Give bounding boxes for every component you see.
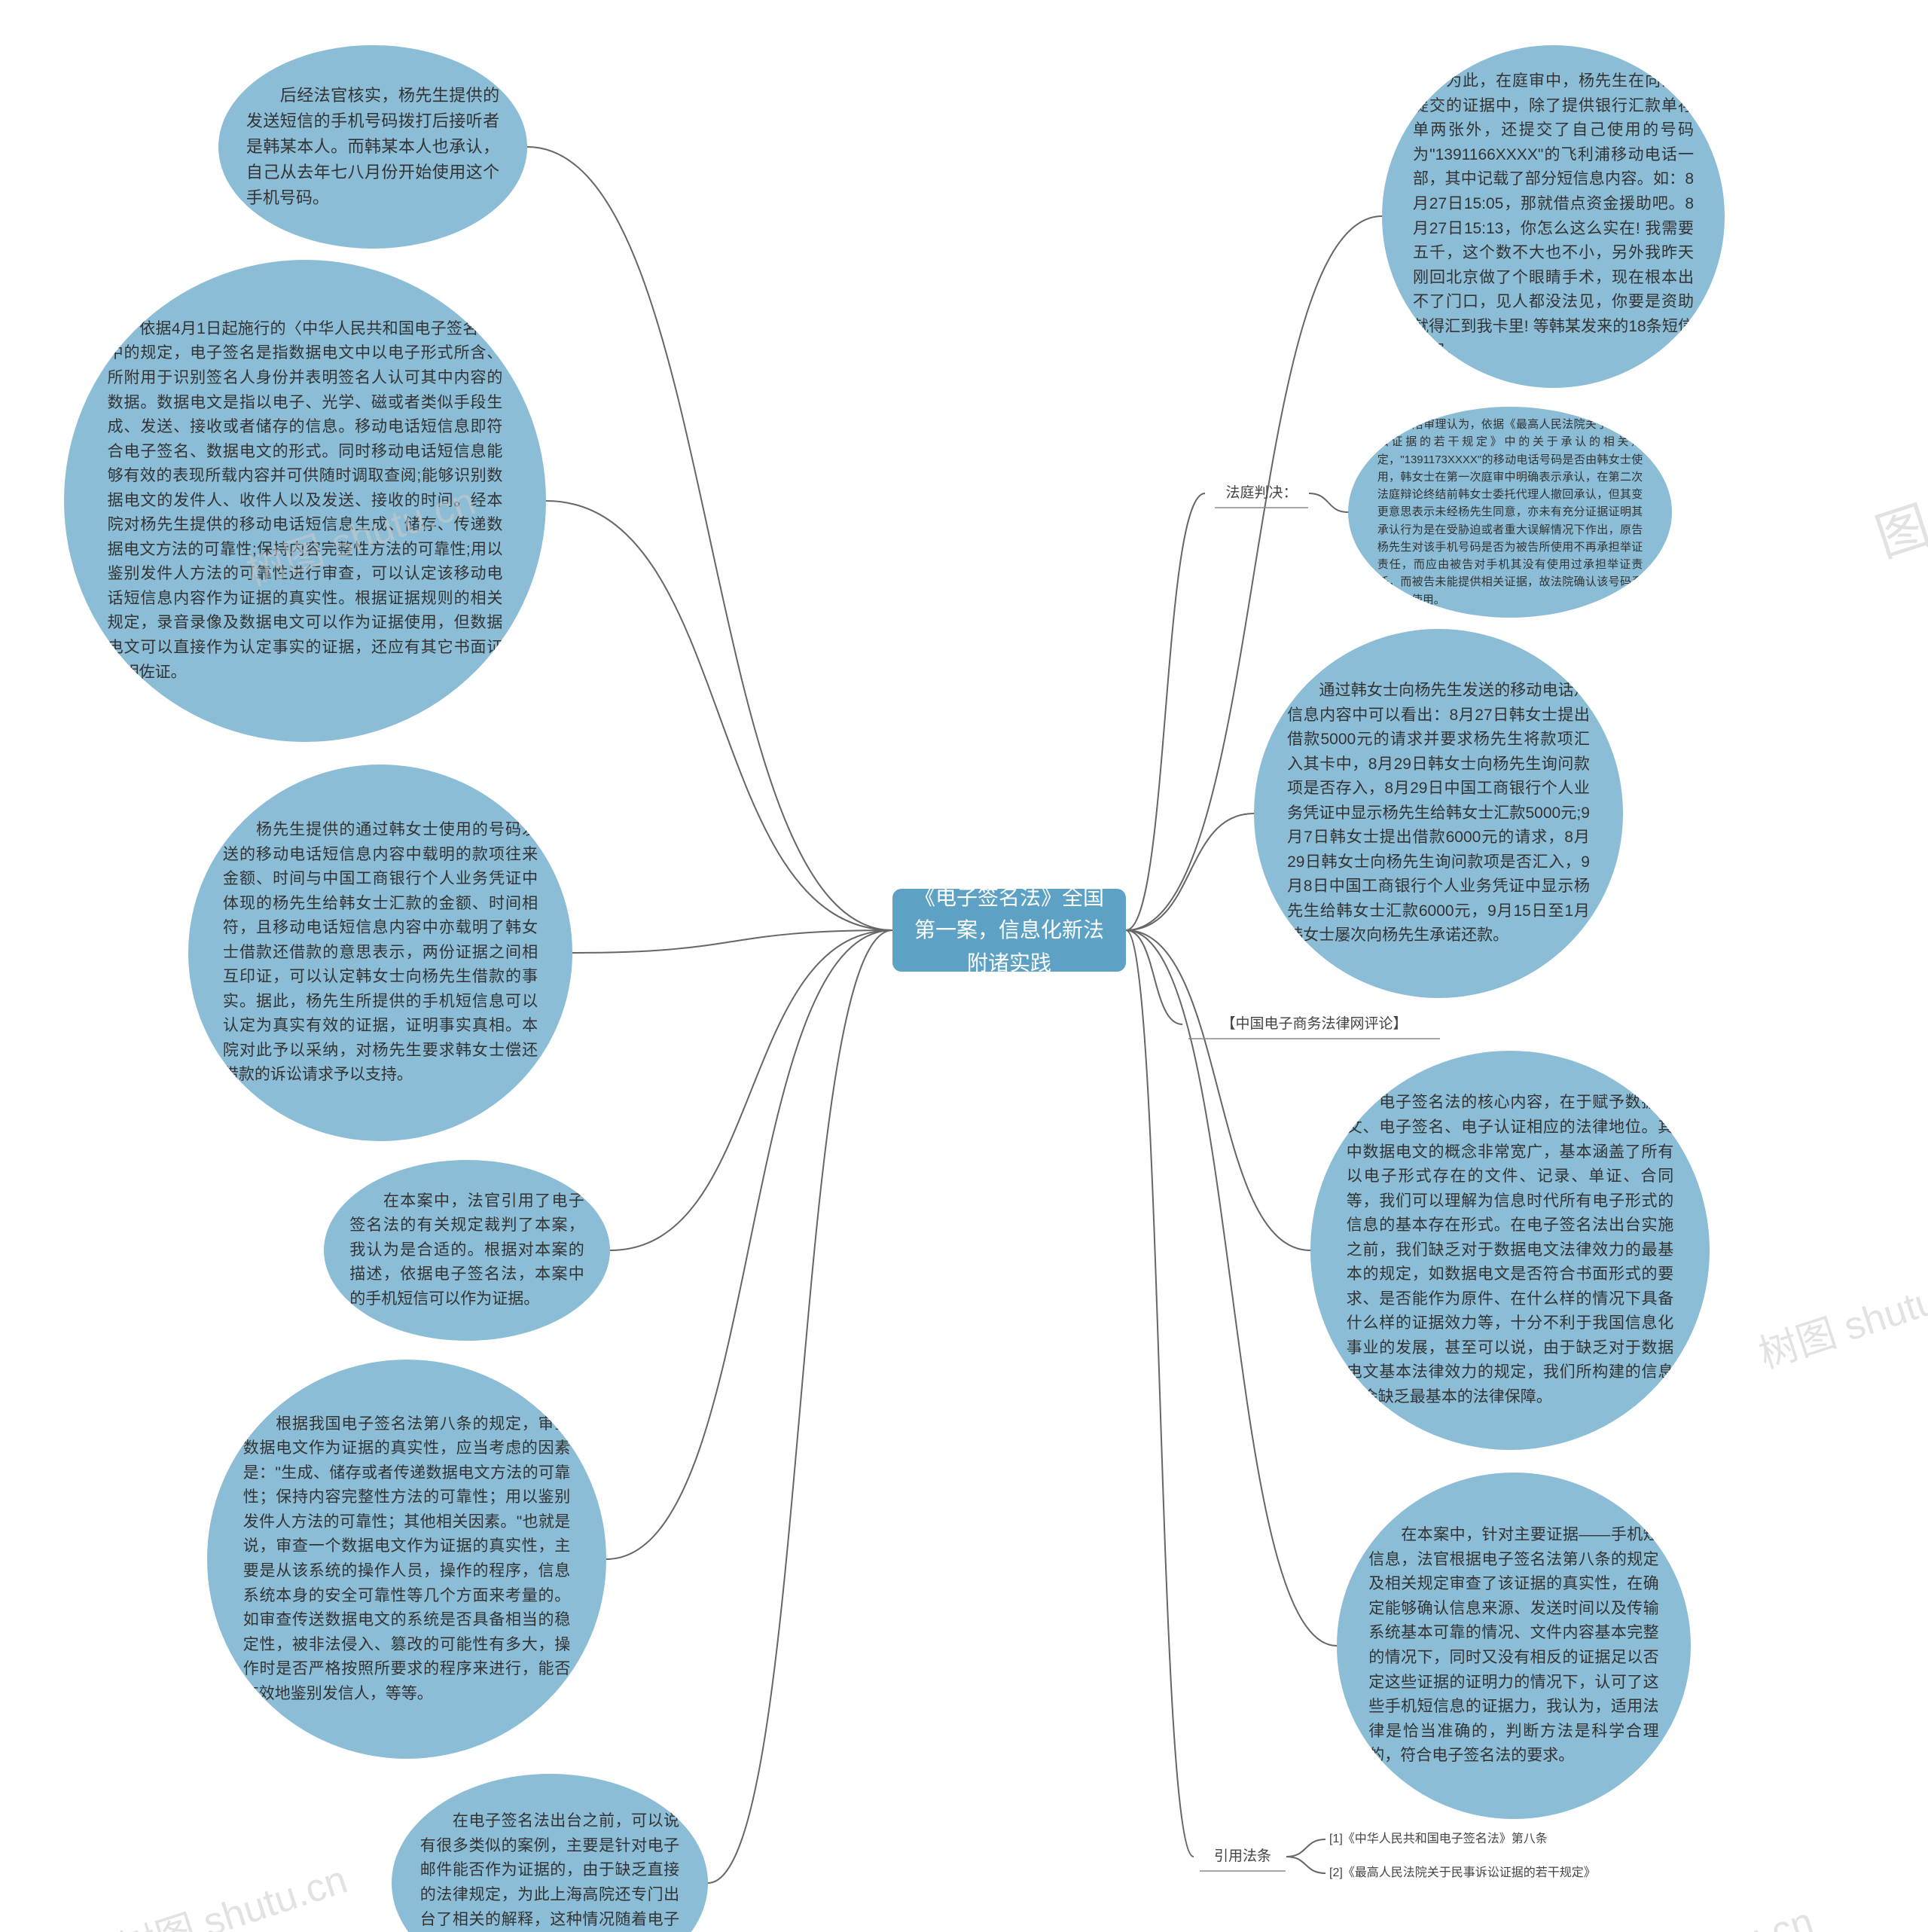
connector — [1126, 813, 1254, 930]
bubble-node-l4: 在本案中，法官引用了电子签名法的有关规定裁判了本案，我认为是合适的。根据对本案的… — [324, 1160, 610, 1341]
connector — [572, 930, 892, 953]
bubble-node-l3: 杨先生提供的通过韩女士使用的号码发送的移动电话短信息内容中载明的款项往来金额、时… — [188, 765, 572, 1141]
bubble-text: 通过韩女士向杨先生发送的移动电话短信息内容中可以看出：8月27日韩女士提出借款5… — [1287, 679, 1590, 948]
bubble-node-l1: 后经法官核实，杨先生提供的发送短信的手机号码拨打后接听者是韩某本人。而韩某本人也… — [218, 45, 527, 249]
connector — [1286, 1839, 1326, 1857]
text-node-r7a: [1]《中华人民共和国电子签名法》第八条 — [1329, 1830, 1631, 1849]
text-node-r7b: [2]《最高人民法院关于民事诉讼证据的若干规定》 — [1329, 1864, 1668, 1883]
bubble-node-r6: 在本案中，针对主要证据——手机短信息，法官根据电子签名法第八条的规定及相关规定审… — [1337, 1473, 1691, 1819]
bubble-node-l5: 根据我国电子签名法第八条的规定，审查数据电文作为证据的真实性，应当考虑的因素是：… — [207, 1360, 606, 1759]
connector — [708, 930, 892, 1883]
bubble-text: 依据4月1日起施行的〈中华人民共和国电子签名法〉中的规定，电子签名是指数据电文中… — [108, 317, 503, 685]
bubble-text: 为此，在庭审中，杨先生在向法院提交的证据中，除了提供银行汇款单存单两张外，还提交… — [1413, 69, 1694, 364]
bubble-text: 在本案中，法官引用了电子签名法的有关规定裁判了本案，我认为是合适的。根据对本案的… — [349, 1189, 584, 1312]
center-label: 《电子签名法》全国第一案，信息化新法附诸实践 — [906, 881, 1112, 979]
bubble-text: 杨先生提供的通过韩女士使用的号码发送的移动电话短信息内容中载明的款项往来金额、时… — [223, 818, 538, 1088]
bubble-node-l2: 依据4月1日起施行的〈中华人民共和国电子签名法〉中的规定，电子签名是指数据电文中… — [64, 260, 546, 742]
connector — [1126, 930, 1194, 1857]
bubble-text: 电子签名法的核心内容，在于赋予数据电文、电子签名、电子认证相应的法律地位。其中数… — [1347, 1091, 1674, 1409]
text-node-r2_label: 法庭判决： — [1216, 482, 1307, 505]
connector — [606, 930, 892, 1559]
connector — [610, 930, 892, 1250]
bubble-node-r5: 电子签名法的核心内容，在于赋予数据电文、电子签名、电子认证相应的法律地位。其中数… — [1310, 1051, 1710, 1450]
bubble-node-r3: 通过韩女士向杨先生发送的移动电话短信息内容中可以看出：8月27日韩女士提出借款5… — [1254, 629, 1623, 998]
connector — [1309, 493, 1348, 512]
connector — [1126, 930, 1337, 1646]
bubble-text: 后经法官核实，杨先生提供的发送短信的手机号码拨打后接听者是韩某本人。而韩某本人也… — [246, 83, 499, 211]
connector — [1126, 930, 1182, 1024]
text-node-r4: 【中国电子商务法律网评论】 — [1190, 1013, 1438, 1036]
center-topic: 《电子签名法》全国第一案，信息化新法附诸实践 — [892, 889, 1126, 972]
bubble-text: 在本案中，针对主要证据——手机短信息，法官根据电子签名法第八条的规定及相关规定审… — [1368, 1523, 1658, 1768]
text-node-r7_label: 引用法条 — [1201, 1845, 1284, 1868]
bubble-text: 根据我国电子签名法第八条的规定，审查数据电文作为证据的真实性，应当考虑的因素是：… — [243, 1412, 571, 1707]
connector — [527, 147, 892, 930]
bubble-node-r2: 法院陪审理认为，依据《最高人民法院关于民事诉讼证据的若干规定》中的关于承认的相关… — [1348, 407, 1672, 618]
connector — [1286, 1857, 1326, 1873]
bubble-text: 在电子签名法出台之前，可以说有很多类似的案例，主要是针对电子邮件能否作为证据的，… — [420, 1809, 679, 1932]
connector — [546, 501, 892, 930]
bubble-node-r1: 为此，在庭审中，杨先生在向法院提交的证据中，除了提供银行汇款单存单两张外，还提交… — [1382, 45, 1725, 388]
bubble-text: 法院陪审理认为，依据《最高人民法院关于民事诉讼证据的若干规定》中的关于承认的相关… — [1377, 416, 1643, 609]
